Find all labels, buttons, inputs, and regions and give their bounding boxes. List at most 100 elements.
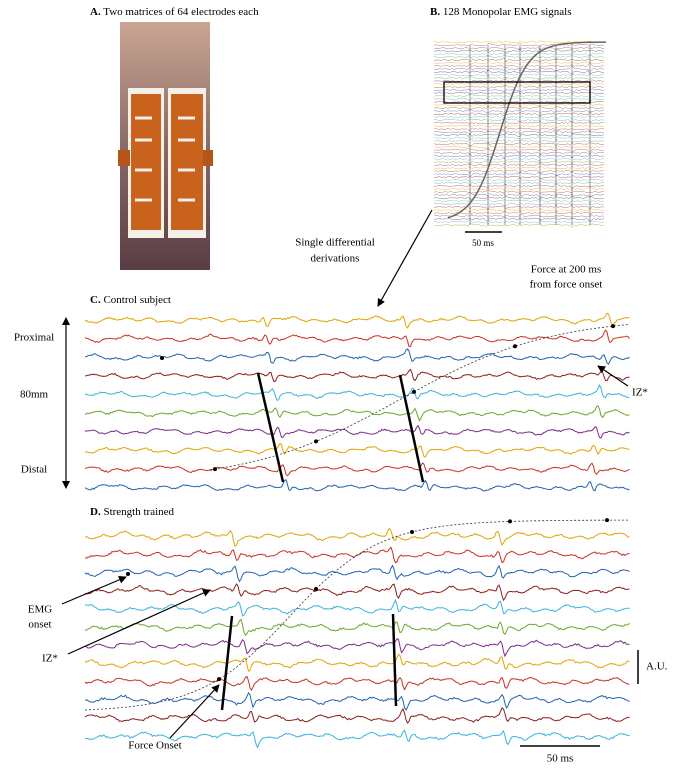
annotation: Force at 200 ms bbox=[531, 264, 602, 276]
panel-label: B. bbox=[430, 6, 440, 18]
marker-dot bbox=[605, 518, 609, 523]
annotation: Single differential bbox=[295, 237, 375, 249]
signal-trace bbox=[433, 88, 605, 93]
panel-heading: B. 128 Monopolar EMG signals bbox=[430, 6, 571, 18]
emg-trace bbox=[85, 729, 630, 749]
signal-trace bbox=[433, 182, 605, 190]
propagation-line bbox=[220, 615, 234, 711]
emg-trace bbox=[84, 707, 630, 724]
marker-dot bbox=[508, 519, 512, 524]
signal-trace bbox=[433, 116, 605, 124]
signal-trace bbox=[433, 191, 604, 200]
emg-trace bbox=[84, 368, 630, 383]
signal-trace bbox=[433, 51, 605, 57]
signal-trace bbox=[434, 202, 605, 207]
emg-trace bbox=[84, 442, 630, 458]
annotation: onset bbox=[28, 619, 51, 631]
signal-trace bbox=[434, 53, 605, 61]
emg-trace bbox=[84, 479, 630, 492]
emg-trace bbox=[84, 462, 630, 477]
signal-trace bbox=[433, 74, 605, 81]
signal-trace bbox=[433, 218, 605, 226]
signal-trace bbox=[433, 170, 605, 177]
emg-trace bbox=[84, 564, 630, 583]
annotation: EMG bbox=[28, 604, 53, 616]
signal-trace bbox=[433, 214, 605, 219]
signal-trace bbox=[433, 60, 605, 66]
signal-trace bbox=[433, 175, 605, 180]
axis-label: Distal bbox=[21, 464, 47, 476]
propagation-line bbox=[256, 372, 285, 483]
arrow bbox=[597, 365, 629, 387]
signal-trace bbox=[433, 189, 605, 195]
signal-trace bbox=[433, 111, 605, 117]
signal-trace bbox=[434, 47, 604, 53]
signal-trace bbox=[433, 90, 605, 96]
signal-trace bbox=[433, 40, 605, 45]
emg-trace bbox=[84, 312, 630, 329]
marker-dot bbox=[126, 572, 130, 576]
signal-trace bbox=[433, 77, 605, 85]
scale-label: 50 ms bbox=[472, 238, 494, 248]
emg-trace bbox=[84, 638, 630, 658]
signal-trace bbox=[433, 197, 605, 205]
trace-group bbox=[84, 518, 630, 749]
signal-trace bbox=[433, 57, 605, 63]
propagation-line bbox=[391, 613, 398, 707]
emg-trace bbox=[84, 348, 630, 366]
signal-trace bbox=[433, 72, 605, 77]
marker-dot bbox=[314, 439, 318, 444]
annotation: IZ* bbox=[42, 653, 58, 665]
signal-trace bbox=[433, 153, 605, 159]
marker-dot bbox=[513, 344, 517, 349]
propagation-line bbox=[398, 374, 425, 483]
emg-trace bbox=[84, 675, 630, 692]
signal-trace bbox=[433, 83, 605, 90]
signal-trace bbox=[433, 161, 605, 167]
panel-label: C. bbox=[90, 294, 101, 306]
panel-title: Two matrices of 64 electrodes each bbox=[103, 6, 259, 18]
signal-trace bbox=[433, 148, 605, 154]
signal-trace bbox=[433, 194, 605, 201]
signal-trace bbox=[433, 141, 605, 148]
signal-trace bbox=[433, 120, 604, 125]
arrow bbox=[61, 576, 127, 605]
signal-trace bbox=[434, 132, 605, 138]
monopolar-signals bbox=[433, 40, 606, 229]
emg-trace bbox=[84, 527, 630, 547]
signal-trace bbox=[433, 124, 604, 129]
signal-trace bbox=[433, 68, 605, 75]
signal-trace bbox=[433, 129, 605, 136]
signal-trace bbox=[433, 42, 605, 48]
signal-trace bbox=[433, 177, 605, 183]
marker-dot bbox=[611, 324, 615, 329]
marker-dot bbox=[412, 389, 416, 394]
signal-trace bbox=[433, 135, 604, 140]
signal-trace bbox=[433, 104, 605, 112]
signal-trace bbox=[433, 209, 605, 216]
electrode-photo bbox=[118, 22, 213, 270]
panel-label: A. bbox=[90, 6, 101, 18]
panel-heading: C. Control subject bbox=[90, 294, 171, 306]
signal-trace bbox=[433, 179, 605, 187]
panel-title: Strength trained bbox=[103, 506, 174, 518]
signal-trace bbox=[433, 204, 605, 211]
signal-trace bbox=[433, 93, 605, 99]
marker-dot bbox=[217, 677, 221, 682]
panel-heading: A. Two matrices of 64 electrodes each bbox=[90, 6, 259, 18]
annotation: derivations bbox=[311, 253, 360, 265]
signal-trace bbox=[433, 138, 605, 145]
signal-trace bbox=[433, 222, 605, 229]
signal-trace bbox=[433, 216, 605, 223]
marker-dot bbox=[410, 529, 414, 534]
signal-trace bbox=[434, 65, 605, 72]
signal-trace bbox=[433, 82, 605, 87]
signal-trace bbox=[433, 156, 605, 162]
signal-trace bbox=[433, 158, 605, 166]
signal-trace bbox=[433, 62, 605, 70]
signal-trace bbox=[433, 108, 605, 114]
annotation: IZ* bbox=[632, 387, 648, 399]
signal-trace bbox=[433, 164, 605, 172]
arrow bbox=[67, 589, 211, 655]
